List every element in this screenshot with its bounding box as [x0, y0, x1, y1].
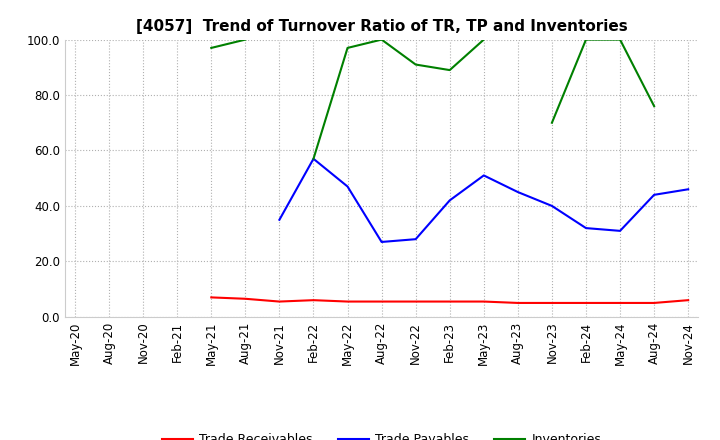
Trade Receivables [480, 299, 488, 304]
Trade Receivables [309, 297, 318, 303]
Trade Receivables [343, 299, 352, 304]
Trade Receivables [411, 299, 420, 304]
Trade Receivables [548, 300, 557, 305]
Trade Receivables [513, 300, 522, 305]
Trade Receivables [377, 299, 386, 304]
Trade Receivables [582, 300, 590, 305]
Trade Receivables [241, 296, 250, 301]
Title: [4057]  Trend of Turnover Ratio of TR, TP and Inventories: [4057] Trend of Turnover Ratio of TR, TP… [136, 19, 627, 34]
Trade Receivables [616, 300, 624, 305]
Inventories [241, 37, 250, 42]
Inventories [207, 45, 215, 51]
Trade Receivables [684, 297, 693, 303]
Trade Receivables [446, 299, 454, 304]
Line: Inventories: Inventories [211, 40, 246, 48]
Trade Receivables [649, 300, 658, 305]
Trade Receivables [207, 295, 215, 300]
Trade Receivables [275, 299, 284, 304]
Legend: Trade Receivables, Trade Payables, Inventories: Trade Receivables, Trade Payables, Inven… [157, 429, 606, 440]
Line: Trade Receivables: Trade Receivables [211, 297, 688, 303]
